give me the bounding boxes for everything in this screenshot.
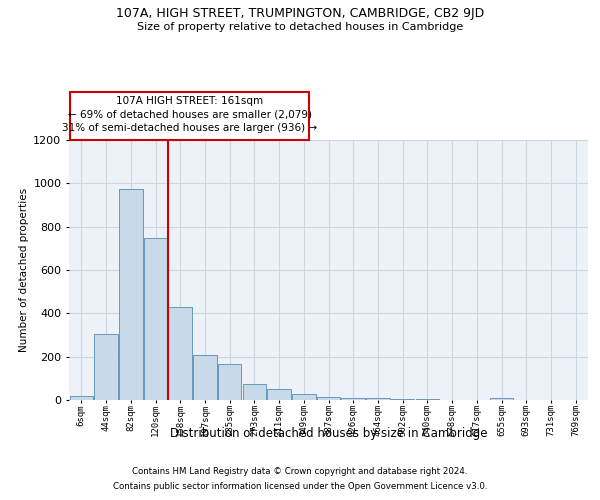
Bar <box>70 396 93 400</box>
Bar <box>416 399 439 400</box>
Bar <box>169 307 192 400</box>
Text: 107A, HIGH STREET, TRUMPINGTON, CAMBRIDGE, CB2 9JD: 107A, HIGH STREET, TRUMPINGTON, CAMBRIDG… <box>116 8 484 20</box>
Bar <box>119 188 143 400</box>
Bar <box>366 398 389 400</box>
Bar <box>317 397 340 400</box>
Bar <box>94 334 118 400</box>
Bar <box>268 389 291 400</box>
Bar <box>292 394 316 400</box>
Bar <box>341 398 365 400</box>
Text: 107A HIGH STREET: 161sqm
← 69% of detached houses are smaller (2,079)
31% of sem: 107A HIGH STREET: 161sqm ← 69% of detach… <box>62 96 317 133</box>
Text: Contains HM Land Registry data © Crown copyright and database right 2024.: Contains HM Land Registry data © Crown c… <box>132 467 468 476</box>
Text: Size of property relative to detached houses in Cambridge: Size of property relative to detached ho… <box>137 22 463 32</box>
Bar <box>218 364 241 400</box>
Y-axis label: Number of detached properties: Number of detached properties <box>19 188 29 352</box>
Bar <box>490 398 513 400</box>
Bar <box>242 384 266 400</box>
Bar <box>391 399 415 400</box>
Bar <box>144 238 167 400</box>
Text: Contains public sector information licensed under the Open Government Licence v3: Contains public sector information licen… <box>113 482 487 491</box>
Bar <box>193 354 217 400</box>
Text: Distribution of detached houses by size in Cambridge: Distribution of detached houses by size … <box>170 428 488 440</box>
